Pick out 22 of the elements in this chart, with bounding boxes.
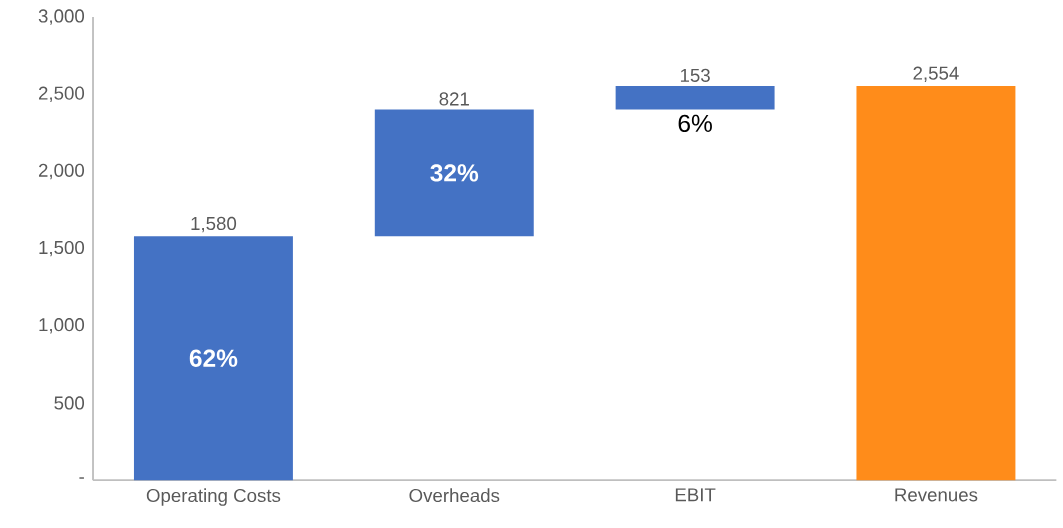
data-label: 2,554 bbox=[913, 66, 959, 82]
y-tick-label: 1,500 bbox=[39, 240, 85, 257]
y-tick-label: 2,000 bbox=[38, 163, 85, 180]
annotation: 6% bbox=[678, 114, 712, 133]
data-label: 1,580 bbox=[191, 216, 237, 233]
y-tick-label: 500 bbox=[54, 396, 85, 410]
y-tick-label: 2,500 bbox=[38, 86, 85, 102]
bar bbox=[133, 236, 293, 481]
bar bbox=[374, 109, 534, 237]
bar bbox=[856, 85, 1016, 481]
x-tick-label: EBIT bbox=[675, 488, 716, 502]
y-tick-label: 1,000 bbox=[39, 318, 85, 334]
data-label: 821 bbox=[439, 92, 469, 106]
bar bbox=[615, 85, 775, 110]
x-tick-label: Revenues bbox=[895, 488, 978, 502]
annotation: 32% bbox=[430, 164, 479, 182]
y-tick-label: 3,000 bbox=[38, 9, 85, 25]
y-tick-label: - bbox=[79, 477, 84, 479]
x-tick-label: Operating Costs bbox=[146, 488, 281, 506]
x-tick-label: Overheads bbox=[409, 488, 500, 503]
data-label: 153 bbox=[680, 68, 710, 82]
annotation: 62% bbox=[189, 349, 238, 367]
